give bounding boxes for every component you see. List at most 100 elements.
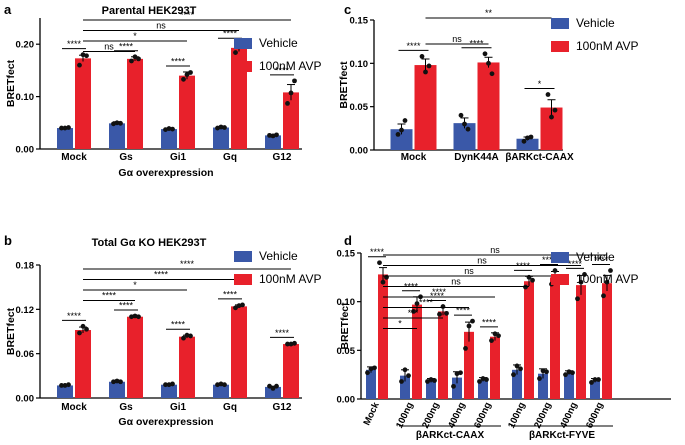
data-point xyxy=(482,51,488,57)
bar-100nm-avp xyxy=(540,107,563,150)
chart-panel-b: b Total Gα KO HEK293T 0.00 0.06 0.12 0.18 BRET… xyxy=(4,233,321,428)
sig-label-within: **** xyxy=(67,39,82,49)
legend-swatch-avp xyxy=(551,41,569,52)
bar-vehicle xyxy=(452,377,462,399)
data-point xyxy=(440,304,446,309)
y-axis-label: BRETfect xyxy=(338,61,350,109)
bar-vehicle xyxy=(57,128,73,149)
data-point xyxy=(465,126,471,132)
bar-vehicle xyxy=(512,369,522,399)
legend-swatch-avp xyxy=(234,274,252,285)
legend-label: 100nM AVP xyxy=(576,39,638,53)
bar-100nm-avp xyxy=(490,336,500,399)
sig-label-within: **** xyxy=(275,328,290,338)
y-tick-label: 0.18 xyxy=(16,261,35,272)
sig-label-within: **** xyxy=(67,311,82,321)
x-tick-label: Mock xyxy=(361,400,382,427)
legend-swatch-avp xyxy=(234,61,252,72)
sig-label-within: **** xyxy=(370,247,385,257)
data-point xyxy=(66,125,71,130)
bar-vehicle xyxy=(426,380,436,399)
data-point xyxy=(601,293,606,299)
sig-label-within: **** xyxy=(469,38,484,48)
bar-vehicle xyxy=(213,127,229,149)
data-point xyxy=(489,338,494,343)
chart-title: Parental HEK293T xyxy=(102,5,197,17)
data-point xyxy=(163,382,168,388)
bar-vehicle xyxy=(265,135,281,149)
sig-label-between: **** xyxy=(432,287,447,297)
data-point xyxy=(399,379,404,384)
data-point xyxy=(188,333,193,339)
sig-label-between: * xyxy=(133,31,137,41)
sig-label-within: **** xyxy=(456,306,471,316)
data-point xyxy=(414,301,420,307)
data-point xyxy=(181,335,186,341)
y-tick-label: 0.06 xyxy=(16,349,35,360)
data-point xyxy=(59,125,64,131)
sig-label-within: **** xyxy=(223,289,238,299)
sig-label-between: *** xyxy=(408,308,419,318)
data-point xyxy=(188,70,193,75)
bar-100nm-avp xyxy=(283,92,299,149)
bar-100nm-avp xyxy=(283,344,299,398)
data-point xyxy=(184,72,190,77)
data-point xyxy=(288,90,294,96)
data-point xyxy=(425,379,430,384)
data-point xyxy=(170,126,175,132)
data-point xyxy=(432,378,437,383)
sig-label-within: **** xyxy=(482,317,497,327)
bar-vehicle xyxy=(213,384,229,398)
data-point xyxy=(496,333,501,339)
legend-swatch-vehicle xyxy=(551,18,569,29)
sig-label-within: **** xyxy=(171,320,186,330)
x-axis-label: Gα overexpression xyxy=(118,167,213,179)
data-point xyxy=(552,107,558,113)
x-tick-label: Gi1 xyxy=(170,152,187,163)
y-axis-label: BRETfect xyxy=(5,59,17,107)
data-point xyxy=(511,372,516,378)
bar-100nm-avp xyxy=(602,283,612,399)
data-point xyxy=(549,114,554,120)
chart-panel-a: a Parental HEK293T 0.00 0.10 0.20 BRETfect Gα … xyxy=(4,2,321,179)
data-point xyxy=(530,277,535,283)
data-point xyxy=(419,54,425,59)
x-tick-label: Gq xyxy=(223,152,237,163)
bar-vehicle xyxy=(590,380,600,399)
data-point xyxy=(181,76,186,82)
data-point xyxy=(462,121,467,127)
data-point xyxy=(274,132,279,138)
data-point xyxy=(486,60,491,66)
data-point xyxy=(222,125,227,130)
legend-label: 100nM AVP xyxy=(259,59,321,73)
data-point xyxy=(537,376,542,381)
x-tick-label: Mock xyxy=(61,402,87,413)
data-point xyxy=(466,323,472,329)
data-point xyxy=(458,112,464,118)
data-point xyxy=(575,296,580,302)
data-point xyxy=(84,326,89,332)
x-axis-label: Gα overexpression xyxy=(118,416,213,428)
panel-letter: b xyxy=(4,233,12,248)
data-point xyxy=(129,58,134,64)
data-point xyxy=(604,279,610,285)
y-tick-label: 0.00 xyxy=(16,145,35,156)
sig-label-within: **** xyxy=(119,41,134,51)
bar-100nm-avp xyxy=(576,285,586,399)
y-axis-label: BRETfect xyxy=(5,307,17,355)
panel-letter: c xyxy=(344,2,351,17)
data-point xyxy=(77,62,82,68)
data-point xyxy=(563,372,568,378)
data-point xyxy=(514,363,520,369)
bar-100nm-avp xyxy=(75,330,91,398)
y-tick-label: 0.20 xyxy=(16,40,35,51)
data-point xyxy=(545,92,551,97)
x-tick-label: G12 xyxy=(273,152,292,163)
data-point xyxy=(170,381,175,387)
sig-label-between: ns xyxy=(464,266,474,276)
sig-label-within: **** xyxy=(594,255,609,265)
legend-label: 100nM AVP xyxy=(259,272,321,286)
data-point xyxy=(118,379,123,385)
